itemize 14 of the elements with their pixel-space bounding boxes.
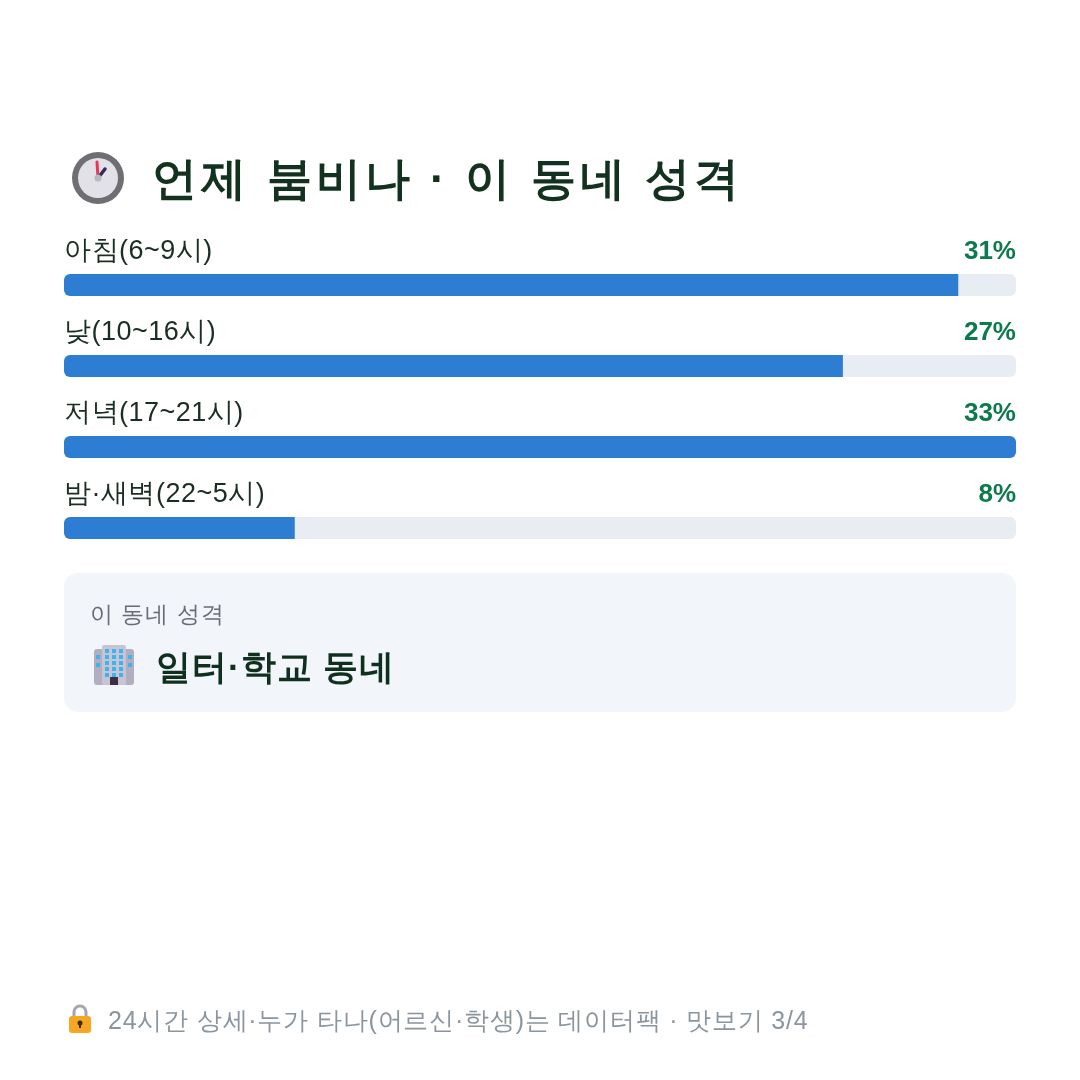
bar bbox=[64, 517, 295, 539]
data-label: 33% bbox=[963, 397, 1016, 427]
y-tick-label: 낮(10~16시) bbox=[64, 316, 217, 346]
text: 24시간 상세·누가 타나(어르신·학생)는 데이터팩 · 맛보기 3/4 bbox=[108, 1006, 809, 1034]
data-label: 8% bbox=[978, 478, 1016, 508]
y-tick-label: 밤·새벽(22~5시) bbox=[64, 478, 266, 508]
data-label: 31% bbox=[963, 235, 1016, 265]
data-label: 27% bbox=[963, 316, 1016, 346]
y-tick-label: 저녁(17~21시) bbox=[64, 397, 244, 427]
text: 이 동네 성격 bbox=[90, 601, 225, 627]
text: 일터·학교 동네 bbox=[156, 647, 396, 686]
bar bbox=[64, 436, 1016, 458]
chart-title: 언제 붐비나 · 이 동네 성격 bbox=[152, 153, 744, 204]
y-tick-label: 아침(6~9시) bbox=[64, 235, 213, 265]
